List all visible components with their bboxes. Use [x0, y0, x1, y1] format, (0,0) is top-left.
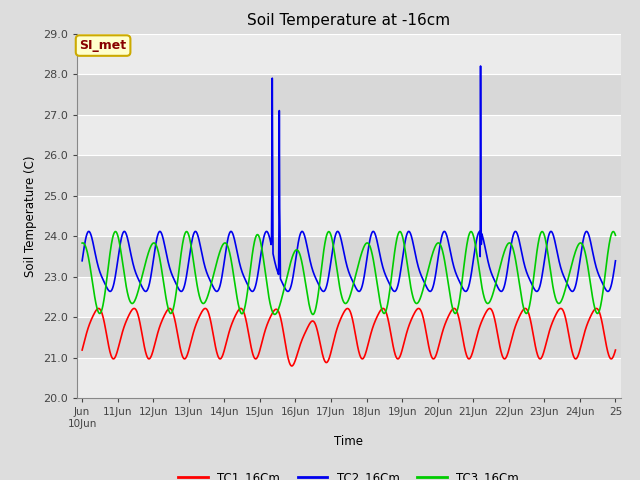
TC3_16Cm — [184, 230, 191, 236]
TC2_16Cm — [184, 265, 191, 271]
TC1_16Cm — [612, 347, 620, 353]
Line: TC2_16Cm: TC2_16Cm — [82, 66, 616, 291]
Y-axis label: Soil Temperature (C): Soil Temperature (C) — [24, 155, 37, 277]
TC1_16Cm — [432, 352, 440, 358]
TC1_16Cm — [197, 311, 205, 317]
TC2_16Cm — [502, 277, 509, 283]
TC1_16Cm — [257, 346, 264, 351]
Bar — [77, 155, 621, 196]
Bar — [77, 236, 621, 277]
TC2_16Cm — [257, 254, 264, 260]
TC2_16Cm — [391, 288, 399, 294]
Bar — [77, 34, 621, 74]
TC1_16Cm — [549, 318, 557, 324]
Bar — [77, 196, 621, 236]
Bar — [77, 277, 621, 317]
Line: TC3_16Cm: TC3_16Cm — [82, 231, 616, 314]
TC2_16Cm — [432, 271, 440, 277]
TC3_16Cm — [548, 281, 556, 287]
TC2_16Cm — [78, 258, 86, 264]
Line: TC1_16Cm: TC1_16Cm — [82, 309, 616, 366]
TC3_16Cm — [309, 312, 317, 317]
TC2_16Cm — [197, 245, 205, 251]
TC1_16Cm — [380, 306, 387, 312]
TC3_16Cm — [609, 228, 617, 234]
TC2_16Cm — [477, 63, 484, 69]
TC3_16Cm — [502, 246, 509, 252]
Bar — [77, 317, 621, 358]
TC1_16Cm — [78, 347, 86, 353]
TC3_16Cm — [78, 240, 86, 246]
Legend: TC1_16Cm, TC2_16Cm, TC3_16Cm: TC1_16Cm, TC2_16Cm, TC3_16Cm — [173, 466, 524, 480]
TC3_16Cm — [612, 232, 620, 238]
TC2_16Cm — [612, 258, 620, 264]
Bar — [77, 358, 621, 398]
TC3_16Cm — [257, 239, 264, 244]
X-axis label: Time: Time — [334, 434, 364, 447]
Text: SI_met: SI_met — [79, 39, 127, 52]
TC1_16Cm — [288, 363, 296, 369]
TC1_16Cm — [502, 355, 509, 361]
TC2_16Cm — [549, 231, 557, 237]
TC3_16Cm — [197, 298, 205, 303]
TC1_16Cm — [184, 350, 191, 356]
TC3_16Cm — [432, 242, 440, 248]
Title: Soil Temperature at -16cm: Soil Temperature at -16cm — [247, 13, 451, 28]
Bar — [77, 74, 621, 115]
Bar — [77, 115, 621, 155]
